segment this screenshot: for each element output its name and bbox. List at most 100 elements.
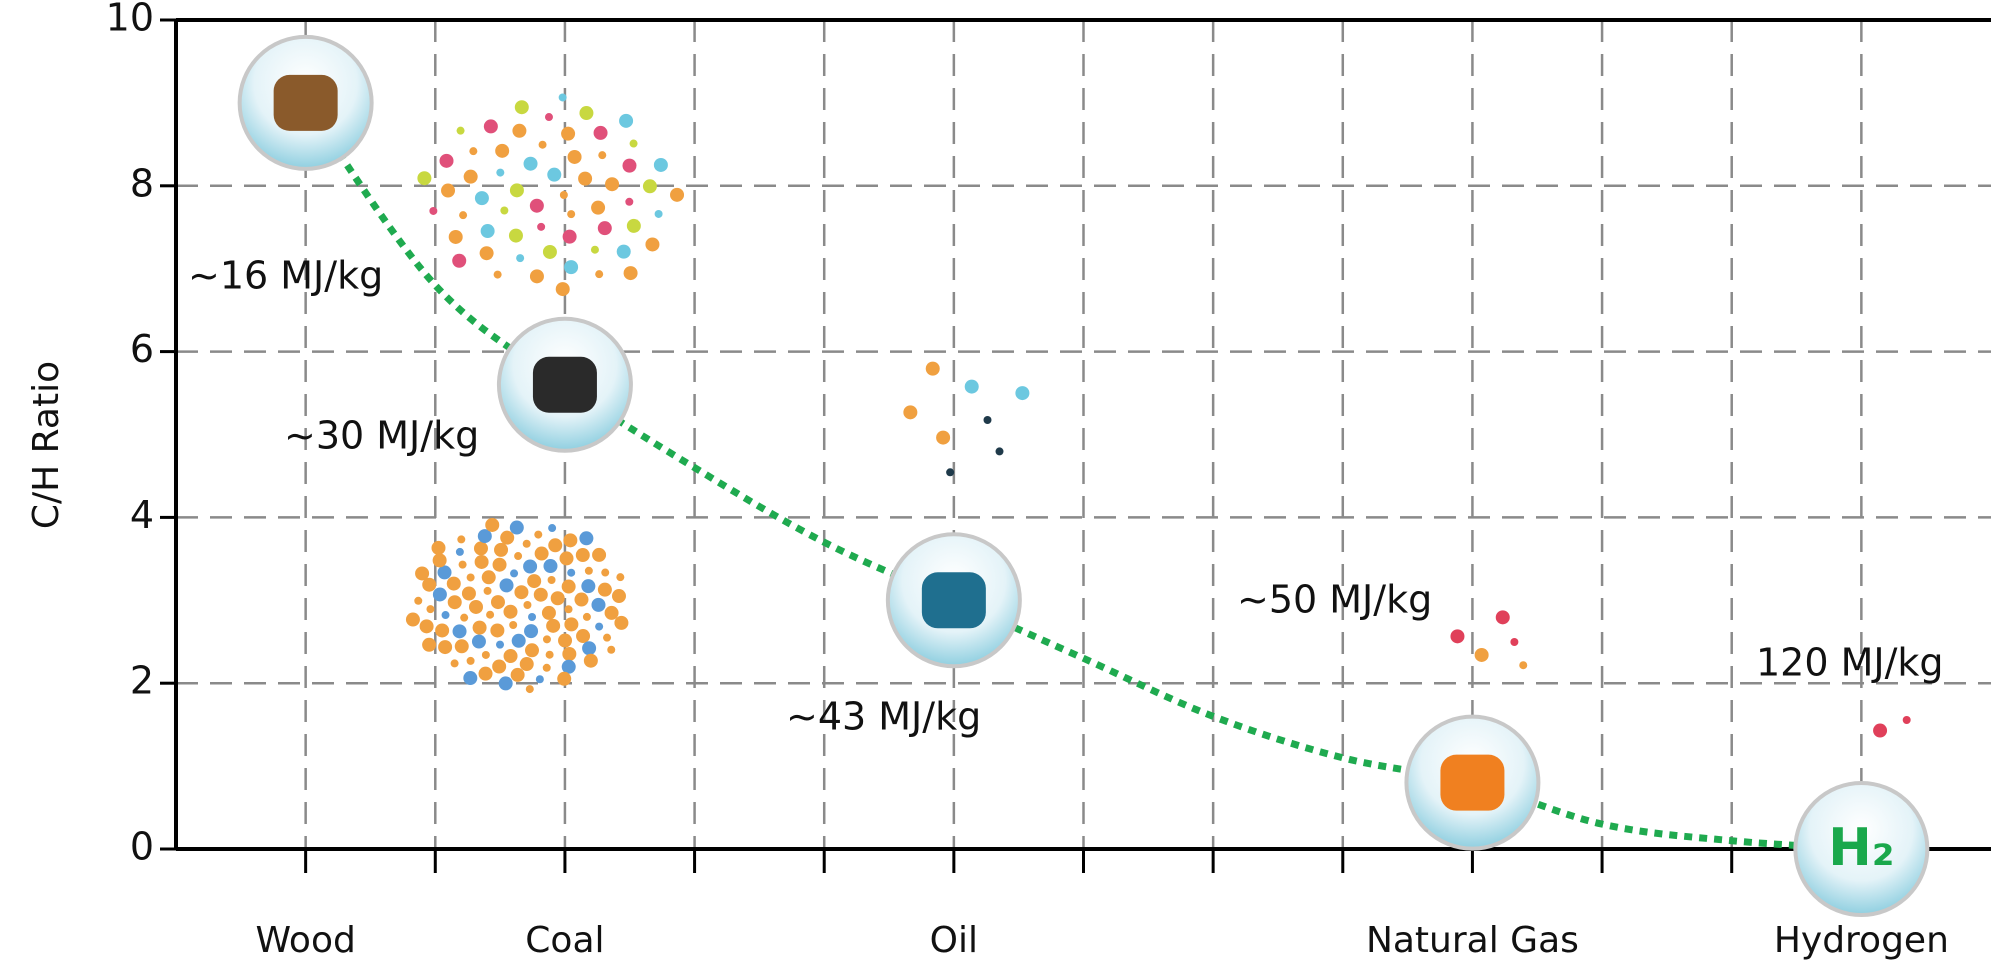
molecule-atom — [438, 640, 452, 654]
molecule-atom — [442, 611, 450, 619]
molecule-atom — [592, 548, 606, 562]
molecule-atom — [520, 657, 534, 671]
molecule-atom — [926, 362, 940, 376]
x-tick-label: Hydrogen — [1774, 920, 1949, 961]
molecule-atom — [563, 533, 577, 547]
molecule-atom — [417, 171, 431, 185]
molecule-atom — [578, 172, 592, 186]
molecule-atom — [605, 177, 619, 191]
molecule-atom — [435, 623, 449, 637]
molecule-atom — [510, 521, 524, 535]
x-tick-label: Oil — [930, 920, 978, 961]
molecule-atom — [441, 184, 455, 198]
molecule-atom — [440, 154, 454, 168]
molecule-atom — [455, 639, 469, 653]
molecule-atom — [617, 245, 631, 259]
molecule-atom — [576, 548, 590, 562]
molecule-atom — [494, 271, 502, 279]
molecule-atom — [594, 126, 608, 140]
molecule-atom — [584, 654, 598, 668]
molecule-atom — [670, 188, 684, 202]
molecule-atom — [558, 634, 572, 648]
molecule-atom — [567, 210, 575, 218]
molecule-atom — [548, 576, 556, 584]
molecule-atom — [1450, 629, 1464, 643]
molecule-atom — [548, 524, 556, 532]
molecule-atom — [511, 668, 525, 682]
energy-annotation: 120 MJ/kg — [1756, 641, 1944, 685]
molecule-atom — [482, 651, 490, 659]
molecule-atom — [543, 664, 551, 672]
molecule-atom — [576, 629, 590, 643]
molecule-atom — [500, 207, 508, 215]
molecule-atom — [431, 541, 445, 555]
molecule-atom — [492, 660, 506, 674]
molecule-atom — [473, 621, 487, 635]
y-tick-label: 0 — [130, 825, 154, 869]
molecule-atom — [447, 577, 461, 591]
y-tick-label: 2 — [130, 659, 154, 703]
molecule-atom — [491, 595, 505, 609]
molecule-atom — [579, 531, 593, 545]
molecule-atom — [524, 624, 538, 638]
molecule-atom — [534, 531, 542, 539]
molecule-atom — [559, 93, 567, 101]
molecule-atom — [630, 140, 638, 148]
molecule-atom — [426, 605, 434, 613]
y-tick-label: 10 — [106, 0, 154, 40]
molecule-atom — [474, 541, 488, 555]
molecule-atom — [448, 595, 462, 609]
molecule-atom — [562, 580, 576, 594]
molecule-atom — [499, 676, 513, 690]
x-tick-label: Natural Gas — [1366, 920, 1579, 961]
molecule-atom — [562, 647, 576, 661]
energy-annotation: ~43 MJ/kg — [786, 695, 981, 739]
molecule-atom — [591, 246, 599, 254]
molecule-atom — [546, 619, 560, 633]
molecule-atom — [420, 619, 434, 633]
molecule-atom — [585, 567, 593, 575]
molecule-atom — [563, 230, 577, 244]
molecule-atom — [557, 672, 571, 686]
molecule-atom — [591, 598, 605, 612]
molecule-atom — [627, 219, 641, 233]
molecule-atom — [965, 380, 979, 394]
x-tick-label: Coal — [525, 920, 604, 961]
molecule-atom — [561, 127, 575, 141]
molecule-atom — [525, 643, 539, 657]
molecule-atom — [406, 613, 420, 627]
energy-annotation: ~30 MJ/kg — [284, 414, 479, 458]
molecule-atom — [514, 552, 522, 560]
molecule-atom — [494, 543, 508, 557]
molecule-atom — [485, 518, 499, 532]
molecule-atom — [591, 201, 605, 215]
fuel-glyph — [533, 357, 597, 413]
molecule-atom — [452, 254, 466, 268]
molecule-atom — [543, 635, 551, 643]
molecule-atom — [612, 589, 626, 603]
molecule-atom — [503, 605, 517, 619]
molecule-atom — [429, 207, 437, 215]
molecule-atom — [457, 127, 465, 135]
molecule-atom — [614, 616, 628, 630]
molecule-atom — [564, 260, 578, 274]
fuel-glyph — [1440, 755, 1504, 811]
molecule-atom — [449, 230, 463, 244]
page: {"chart_data": {"type": "line", "y_label… — [0, 0, 1995, 964]
molecule-atom — [996, 447, 1004, 455]
molecule-atom — [1015, 386, 1029, 400]
molecule-atom — [601, 569, 609, 577]
molecule-atom — [537, 223, 545, 231]
molecule-atom — [542, 606, 556, 620]
molecule-atom — [464, 170, 478, 184]
molecule-atom — [493, 558, 507, 572]
molecule-atom — [512, 124, 526, 138]
molecule-atom — [595, 270, 603, 278]
molecule-atom — [605, 606, 619, 620]
molecule-atom — [1903, 716, 1911, 724]
molecule-atom — [567, 569, 575, 577]
molecule-atom — [598, 583, 612, 597]
molecule-atom — [475, 191, 489, 205]
molecule-atom — [530, 269, 544, 283]
molecule-atom — [509, 229, 523, 243]
